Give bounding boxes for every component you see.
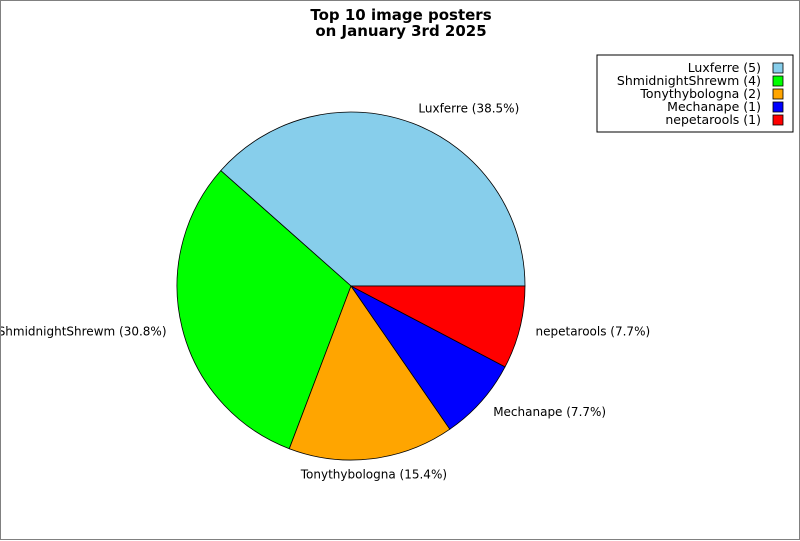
slice-label-luxferre: Luxferre (38.5%)	[418, 101, 519, 115]
legend-entry-mechanape: Mechanape (1)	[667, 99, 761, 114]
legend-swatch-mechanape	[772, 101, 784, 113]
chart-title-line-1: Top 10 image posters	[310, 6, 491, 24]
legend-swatch-tonythybologna	[772, 88, 784, 100]
legend-swatch-luxferre	[772, 62, 784, 74]
slice-label-mechanape: Mechanape (7.7%)	[493, 405, 606, 419]
pie-slice-shmidnightshrewm	[176, 170, 352, 450]
pie-slice-luxferre	[220, 111, 526, 287]
slice-label-nepetarools: nepetarools (7.7%)	[536, 325, 651, 339]
chart-title-line-2: on January 3rd 2025	[315, 22, 486, 40]
legend: Luxferre (5)ShmidnightShrewm (4)Tonythyb…	[596, 54, 794, 133]
legend-box	[596, 54, 794, 133]
pie-slice-nepetarools	[350, 285, 526, 368]
slice-label-tonythybologna: Tonythybologna (15.4%)	[300, 468, 447, 482]
pie-slices	[176, 111, 526, 461]
slice-labels: Luxferre (38.5%) ShmidnightShrewm (30.8%)…	[1, 101, 650, 481]
legend-swatch-shmidnightshrewm	[772, 75, 784, 87]
legend-entry-nepetarools: nepetarools (1)	[665, 112, 761, 127]
legend-entry-shmidnightshrewm: ShmidnightShrewm (4)	[617, 73, 761, 88]
pie-slice-tonythybologna	[288, 285, 451, 461]
legend-entry-tonythybologna: Tonythybologna (2)	[639, 86, 761, 101]
slice-label-shmidnightshrewm: ShmidnightShrewm (30.8%)	[1, 325, 167, 339]
legend-swatch-nepetarools	[772, 114, 784, 126]
legend-entry-luxferre: Luxferre (5)	[688, 60, 761, 75]
